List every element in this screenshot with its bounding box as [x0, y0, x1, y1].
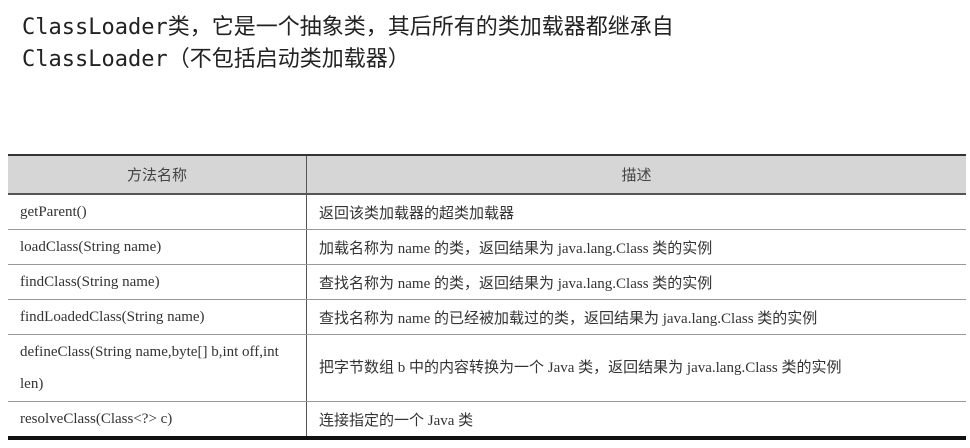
method-cell: findClass(String name) [8, 264, 307, 300]
header-description: 描述 [306, 154, 966, 195]
table-row: findClass(String name) 查找名称为 name 的类，返回结… [8, 264, 966, 300]
method-cell: findLoadedClass(String name) [8, 299, 307, 335]
table-row: getParent() 返回该类加载器的超类加载器 [8, 194, 966, 230]
table-row: loadClass(String name) 加载名称为 name 的类，返回结… [8, 229, 966, 265]
description-cell: 查找名称为 name 的类，返回结果为 java.lang.Class 类的实例 [306, 264, 966, 300]
table-row: defineClass(String name,byte[] b,int off… [8, 334, 966, 402]
method-cell: resolveClass(Class<?> c) [8, 401, 307, 440]
description-cell: 加载名称为 name 的类，返回结果为 java.lang.Class 类的实例 [306, 229, 966, 265]
heading-line-1: ClassLoader类，它是一个抽象类，其后所有的类加载器都继承自 [22, 15, 674, 40]
method-cell: getParent() [8, 194, 307, 230]
method-cell: defineClass(String name,byte[] b,int off… [8, 334, 307, 402]
header-method-name: 方法名称 [8, 154, 307, 195]
description-cell: 返回该类加载器的超类加载器 [306, 194, 966, 230]
table-row: findLoadedClass(String name) 查找名称为 name … [8, 299, 966, 335]
table-header-row: 方法名称 描述 [8, 154, 966, 195]
classloader-methods-table: 方法名称 描述 getParent() 返回该类加载器的超类加载器 loadCl… [8, 154, 966, 440]
description-cell: 查找名称为 name 的已经被加载过的类，返回结果为 java.lang.Cla… [306, 299, 966, 335]
description-cell: 连接指定的一个 Java 类 [306, 401, 966, 440]
heading: ClassLoader类，它是一个抽象类，其后所有的类加载器都继承自 Class… [22, 12, 674, 76]
table-row: resolveClass(Class<?> c) 连接指定的一个 Java 类 [8, 401, 966, 440]
description-cell: 把字节数组 b 中的内容转换为一个 Java 类，返回结果为 java.lang… [306, 334, 966, 402]
method-cell: loadClass(String name) [8, 229, 307, 265]
heading-line-2: ClassLoader（不包括启动类加载器） [22, 47, 410, 72]
